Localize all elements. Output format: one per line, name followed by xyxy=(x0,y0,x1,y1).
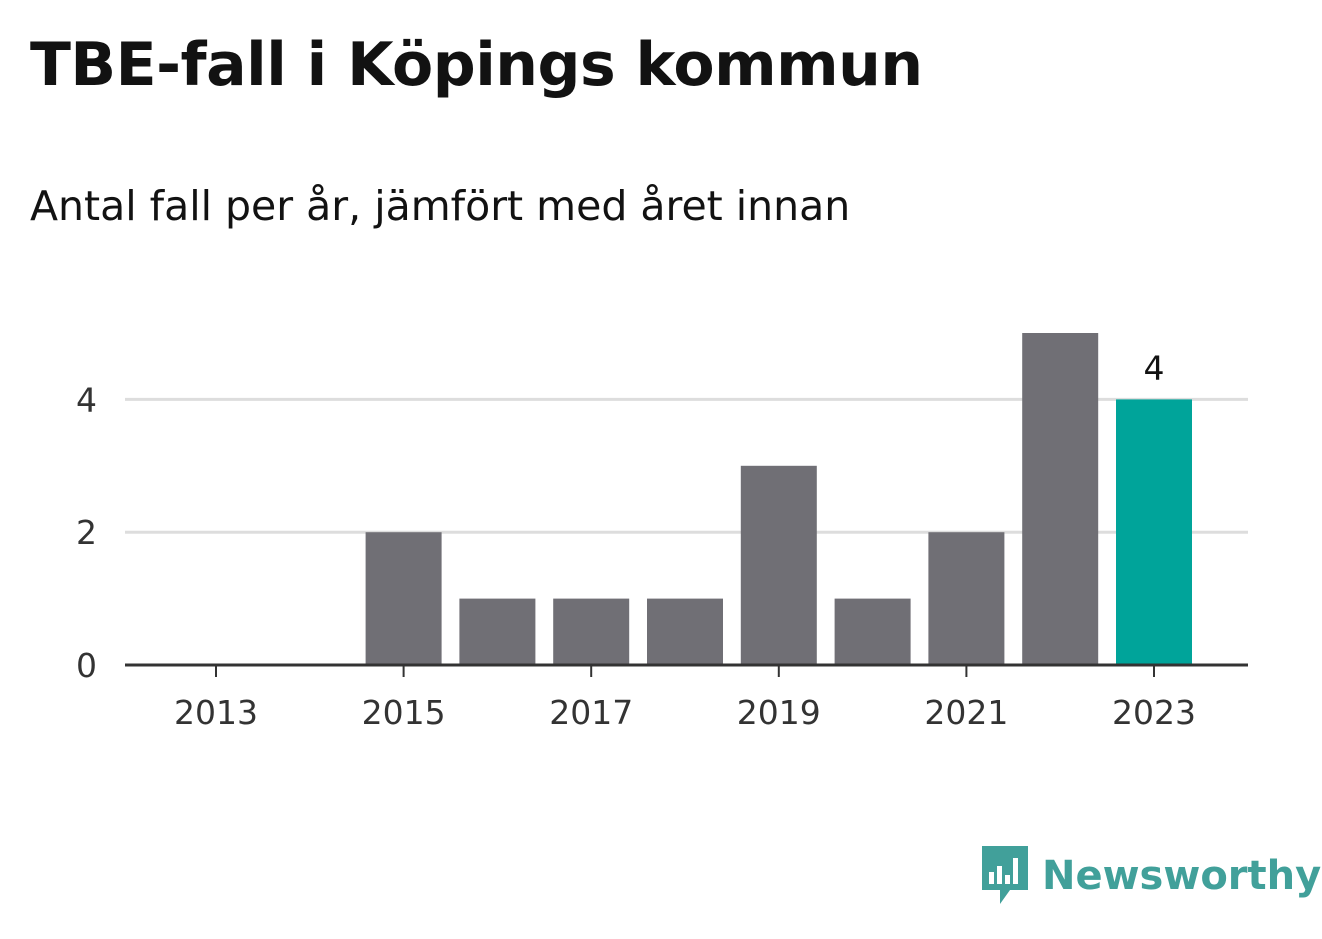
chart-title: TBE-fall i Köpings kommun xyxy=(30,30,923,100)
bar-2021 xyxy=(928,532,1005,665)
bar-2023 xyxy=(1116,399,1192,665)
newsworthy-logo-icon xyxy=(982,846,1028,904)
x-tick-label: 2019 xyxy=(737,693,821,732)
bar-2015 xyxy=(365,532,442,665)
data-label-2023: 4 xyxy=(1144,348,1165,387)
x-tick-label: 2023 xyxy=(1112,693,1196,732)
y-tick-label: 0 xyxy=(76,646,97,685)
x-tick-label: 2015 xyxy=(362,693,446,732)
bar-2018 xyxy=(647,598,723,665)
x-tick-label: 2013 xyxy=(174,693,258,732)
x-tick-label: 2021 xyxy=(924,693,1008,732)
bar-2020 xyxy=(834,598,911,665)
y-tick-label: 2 xyxy=(76,513,97,552)
bar-chart: 0 2 4 2013 2015 2017 2019 2021 2023 4 xyxy=(76,333,1248,732)
brand-logo: Newsworthy xyxy=(980,846,1321,906)
chart-subtitle: Antal fall per år, jämfört med året inna… xyxy=(30,182,851,230)
bar-2019 xyxy=(740,465,817,665)
y-tick-label: 4 xyxy=(76,380,97,419)
bar-2017 xyxy=(553,598,630,665)
bar-2022 xyxy=(1022,333,1099,665)
x-tick-label: 2017 xyxy=(549,693,633,732)
bar-2016 xyxy=(459,598,536,665)
brand-name: Newsworthy xyxy=(1042,853,1322,899)
